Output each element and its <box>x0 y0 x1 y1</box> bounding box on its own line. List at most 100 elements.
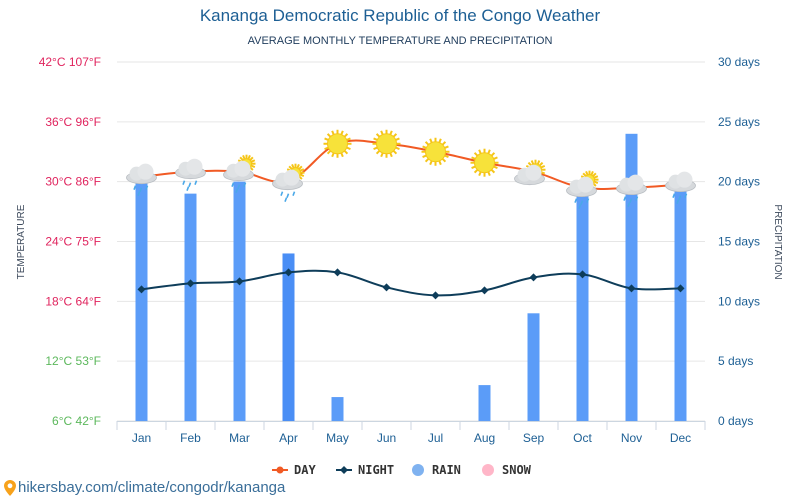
rain-bar <box>135 181 148 421</box>
sun-disc <box>474 152 495 174</box>
sun-ray <box>471 156 476 160</box>
sun-ray <box>380 152 384 158</box>
cloud-puff <box>283 169 300 186</box>
sun-ray <box>540 164 546 169</box>
y-right-tick-label: 0 days <box>718 414 753 428</box>
raindrop <box>623 196 627 201</box>
sun-ray <box>539 161 544 167</box>
sun-icon <box>421 137 450 166</box>
raindrop <box>292 191 296 196</box>
sun-ray <box>438 160 442 166</box>
legend-snow-icon <box>482 464 494 476</box>
partly-cloudy-rain-icon <box>272 163 305 202</box>
legend-item-rain: RAIN <box>412 463 461 477</box>
sun-ray <box>242 154 246 160</box>
sun-ray <box>593 175 599 179</box>
partly-cloudy-rain-icon <box>566 170 599 209</box>
legend-label: SNOW <box>502 463 532 477</box>
footer-link-text[interactable]: hikersbay.com/climate/congodr/kananga <box>18 479 286 496</box>
sun-ray <box>429 160 433 166</box>
sun-rays <box>323 129 352 158</box>
raindrop <box>237 184 241 189</box>
y-left-tick-label: 36°C 96°F <box>45 115 101 129</box>
night-point <box>676 284 685 293</box>
y-left-tick-label: 18°C 64°F <box>45 294 101 308</box>
night-line <box>141 269 681 297</box>
raindrop <box>286 193 290 198</box>
sun-ray <box>473 152 479 157</box>
x-tick-label: Jul <box>428 431 443 445</box>
sun-ray <box>444 145 449 149</box>
sun-ray <box>343 150 349 155</box>
sun-ray <box>582 172 587 177</box>
cloud-puff <box>137 163 154 180</box>
cloud-puff <box>186 158 203 175</box>
x-tick-label: Apr <box>279 431 298 445</box>
sun-ray <box>324 137 329 141</box>
cloud-puff <box>676 171 693 188</box>
x-tick-label: Mar <box>229 431 250 445</box>
y-right-tick-label: 10 days <box>718 294 760 308</box>
legend-item-night: NIGHT <box>336 463 394 477</box>
night-point <box>578 270 587 279</box>
rain-bar <box>233 181 246 421</box>
rain-bar <box>478 385 491 421</box>
sun-ray <box>473 169 479 174</box>
night-point <box>431 291 440 300</box>
sun-ray <box>389 130 393 135</box>
sun-ray <box>471 165 476 170</box>
sun-ray <box>540 171 546 175</box>
raindrop <box>678 195 682 200</box>
night-point <box>137 285 146 294</box>
x-tick-label: Dec <box>670 431 691 445</box>
sun-ray <box>298 165 303 170</box>
y-right-tick-label: 15 days <box>718 235 760 249</box>
raindrop <box>194 180 198 185</box>
sun-ray <box>536 160 541 165</box>
legend-label: NIGHT <box>358 463 394 477</box>
y-left-axis-title: TEMPERATURE <box>16 204 27 279</box>
sun-ray <box>298 175 303 180</box>
cloud-shape <box>616 174 647 196</box>
night-point <box>627 284 636 293</box>
sun-icon <box>323 129 352 158</box>
rain-bar <box>331 397 344 421</box>
sun-ray <box>288 165 293 170</box>
sun-ray <box>389 152 393 158</box>
location-pin-icon <box>4 479 16 496</box>
sun-ray <box>429 138 433 143</box>
sun-ray <box>493 165 498 170</box>
sun-disc <box>425 141 446 163</box>
rain-bars <box>135 133 687 422</box>
y-right-tick-label: 20 days <box>718 175 760 189</box>
rain-cloud-icon <box>665 171 696 204</box>
rain-bar <box>184 193 197 421</box>
sun-ray <box>343 133 349 138</box>
y-right-tick-label: 5 days <box>718 354 753 368</box>
sun-ray <box>424 158 430 163</box>
raindrop <box>145 185 149 190</box>
cloud-puff <box>627 174 644 191</box>
sun-ray <box>340 152 344 158</box>
cloud-shape <box>223 160 254 182</box>
sun-ray <box>422 154 427 159</box>
sun-ray <box>395 146 400 151</box>
sun-disc <box>327 133 348 155</box>
footer-link[interactable]: hikersbay.com/climate/congodr/kananga <box>4 479 285 496</box>
raindrop <box>137 191 141 196</box>
rain-bar <box>282 253 295 421</box>
sun-ray <box>296 163 300 169</box>
raindrop <box>235 188 239 193</box>
sun-ray <box>478 149 482 154</box>
sun-ray <box>593 180 599 185</box>
sun-ray <box>373 137 378 141</box>
raindrop <box>231 182 235 187</box>
raindrop <box>676 199 680 204</box>
y-right-axis-title: PRECIPITATION <box>772 204 783 279</box>
y-right-tick-label: 25 days <box>718 115 760 129</box>
cloud-shape <box>272 169 303 191</box>
sun-ray <box>375 150 381 155</box>
raindrop <box>280 191 284 196</box>
x-tick-label: Feb <box>180 431 201 445</box>
sun-ray <box>592 182 597 187</box>
